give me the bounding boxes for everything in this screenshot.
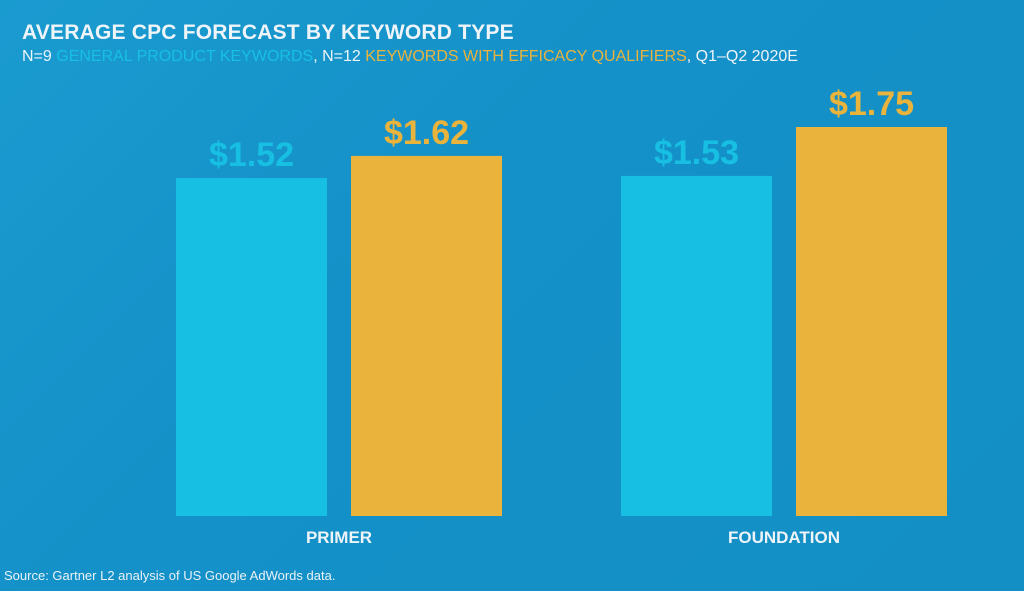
data-label: $1.62 xyxy=(384,114,469,152)
data-label: $1.52 xyxy=(209,136,294,174)
data-label: $1.75 xyxy=(829,85,914,123)
bar-foundation-series1 xyxy=(621,175,772,516)
data-label: $1.53 xyxy=(654,134,739,172)
source-note: Source: Gartner L2 analysis of US Google… xyxy=(4,568,336,583)
subtitle-period: , Q1–Q2 2020E xyxy=(686,48,798,65)
category-label: PRIMER xyxy=(306,528,372,547)
chart-title: AVERAGE CPC FORECAST BY KEYWORD TYPE xyxy=(22,21,514,44)
subtitle-series1: GENERAL PRODUCT KEYWORDS xyxy=(56,48,314,65)
subtitle-n1: N=9 xyxy=(22,48,57,65)
bar-foundation-series2 xyxy=(796,127,947,516)
subtitle-series2: KEYWORDS WITH EFFICACY QUALIFIERS xyxy=(365,48,687,65)
bar-primer-series1 xyxy=(176,178,327,516)
subtitle-n2: , N=12 xyxy=(313,48,366,65)
chart-subtitle: N=9 GENERAL PRODUCT KEYWORDS, N=12 KEYWO… xyxy=(22,48,798,66)
category-label: FOUNDATION xyxy=(728,528,840,547)
bar-primer-series2 xyxy=(351,155,502,516)
